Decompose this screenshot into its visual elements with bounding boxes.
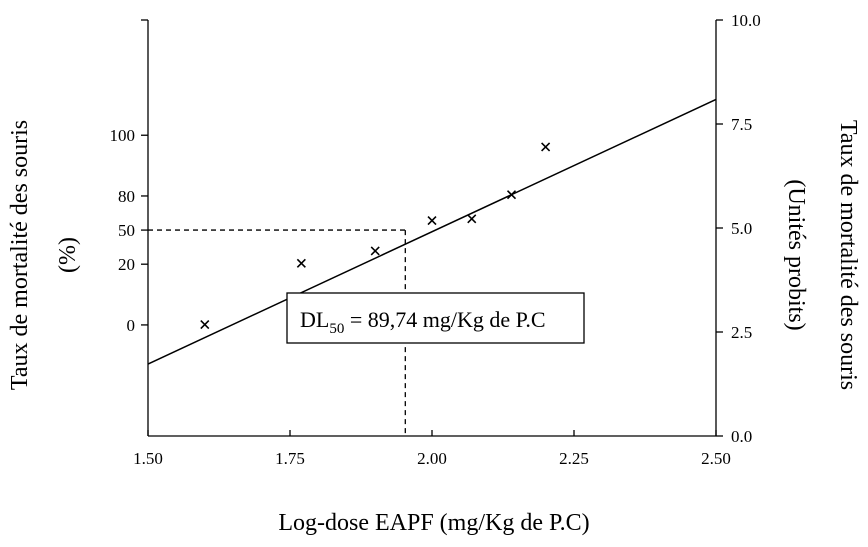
data-point-0	[200, 319, 210, 330]
annotation-subscript: 50	[329, 321, 344, 337]
data-point-6	[541, 142, 551, 152]
data-point-3	[427, 215, 437, 226]
x-axis-label: Log-dose EAPF (mg/Kg de P.C)	[278, 510, 589, 536]
annotation-suffix: = 89,74 mg/Kg de P.C	[344, 307, 545, 332]
y-left-tick-label-4: 100	[110, 126, 136, 145]
y-left-tick-label-3: 80	[118, 187, 135, 206]
data-point-4	[467, 214, 477, 224]
x-tick-label-1: 1.75	[275, 449, 305, 468]
x-tick-label-4: 2.50	[701, 449, 731, 468]
y-right-tick-label-1: 2.5	[731, 323, 752, 342]
y-left-ticks: 0 20 50 80 100	[110, 19, 148, 335]
right-y-axis-label-line2: (Unités probits)	[783, 179, 809, 330]
annotation-box	[286, 292, 585, 344]
left-y-axis-label-line2: (%)	[55, 237, 81, 273]
ld50-annotation: DL50 = 89,74 mg/Kg de P.C	[286, 292, 585, 344]
left-y-axis-label: Taux de mortalité des souris	[7, 120, 33, 390]
x-tick-label-0: 1.50	[133, 449, 163, 468]
data-point-1	[296, 258, 306, 268]
right-y-axis-label: Taux de mortalité des souris	[835, 120, 861, 390]
y-left-tick-label-2: 50	[118, 221, 135, 240]
y-right-ticks: 0.0 2.5 5.0 7.5 10.0	[716, 11, 761, 446]
y-right-tick-label-0: 0.0	[731, 427, 752, 446]
x-ticks: 1.50 1.75 2.00 2.25 2.50	[133, 430, 731, 468]
right-y-axis-label-line1: Taux de mortalité des souris	[835, 120, 861, 390]
x-tick-label-2: 2.00	[417, 449, 447, 468]
y-right-tick-label-2: 5.0	[731, 219, 752, 238]
y-right-tick-label-3: 7.5	[731, 115, 752, 134]
x-tick-label-3: 2.25	[559, 449, 589, 468]
left-y-axis-label-2: (%)	[55, 237, 81, 273]
regression-line	[147, 98, 717, 365]
annotation-text: DL50 = 89,74 mg/Kg de P.C	[300, 307, 546, 337]
annotation-prefix: DL	[300, 307, 329, 332]
data-point-5	[506, 190, 517, 200]
data-point-2	[370, 246, 380, 256]
right-y-axis-label-2: (Unités probits)	[783, 179, 809, 330]
y-left-tick-label-0: 0	[127, 316, 136, 335]
y-right-tick-label-4: 10.0	[731, 11, 761, 30]
regression-line-group	[147, 98, 717, 365]
left-y-axis-label-line1: Taux de mortalité des souris	[7, 120, 33, 390]
axes	[147, 20, 717, 437]
y-left-tick-label-1: 20	[118, 255, 135, 274]
data-points	[200, 142, 551, 330]
